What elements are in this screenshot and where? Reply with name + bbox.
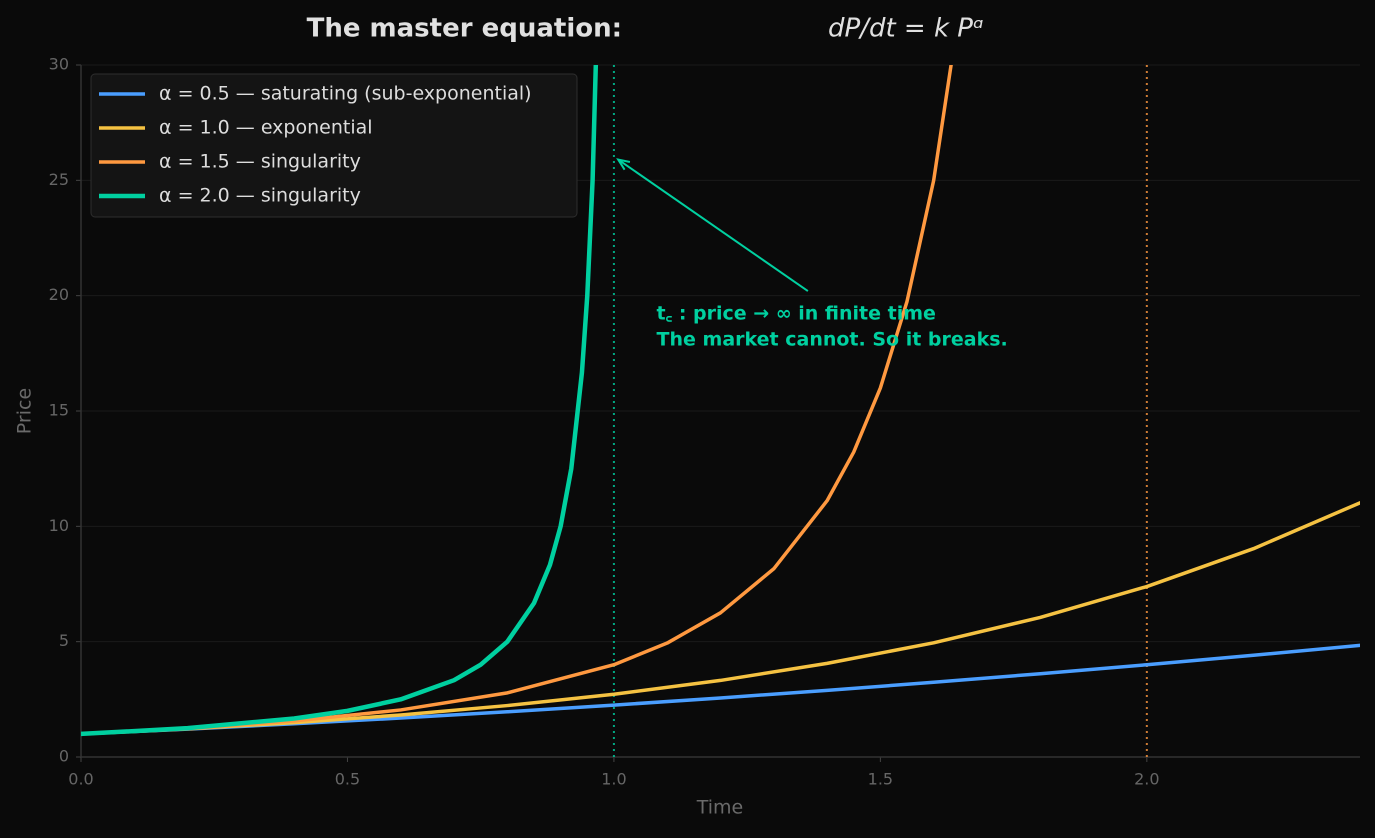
x-tick-label: 0.5 [335,770,360,789]
annotation-text: t꜀ : price → ∞ in finite time [657,303,936,325]
plot-area [81,65,1360,737]
legend-label: α = 1.0 — exponential [159,117,373,139]
series-line [81,65,599,737]
annotation-arrow [617,158,809,292]
y-tick-label: 25 [49,170,69,189]
title-equation: dP/dt = k Pᵅ [828,14,984,44]
annotation-arrowhead [616,158,631,171]
x-tick-label: 2.0 [1134,770,1159,789]
y-tick-label: 15 [49,401,69,420]
y-tick-label: 20 [49,285,69,304]
x-axis-label: Time [696,797,744,819]
x-tick-label: 1.0 [601,770,626,789]
title-group: The master equation: dP/dt = k Pᵅ [307,14,984,44]
legend-label: α = 2.0 — singularity [159,185,361,207]
chart-title: The master equation: [307,14,622,44]
y-tick-label: 5 [59,631,69,650]
series-line [81,65,953,736]
y-tick-label: 10 [49,516,69,535]
annotation-text: The market cannot. So it breaks. [657,329,1008,351]
legend-label: α = 1.5 — singularity [159,151,361,173]
legend-label: α = 0.5 — saturating (sub-exponential) [159,83,532,105]
y-axis-label: Price [14,388,36,434]
y-tick-label: 0 [59,747,69,766]
legend-box [90,73,578,218]
x-tick-label: 0.0 [68,770,93,789]
x-tick-label: 1.5 [868,770,893,789]
y-tick-label: 30 [49,55,69,74]
